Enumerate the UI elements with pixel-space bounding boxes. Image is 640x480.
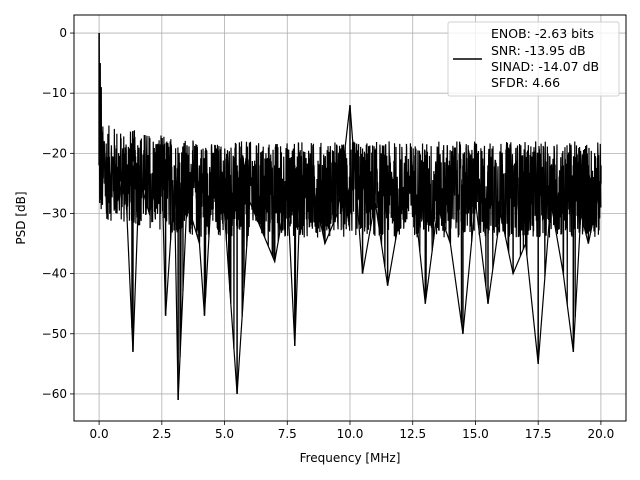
y-tick-label: −10 <box>42 86 67 100</box>
x-tick-label: 20.0 <box>588 427 615 441</box>
y-tick-label: −50 <box>42 327 67 341</box>
y-axis: 0 −10 −20 −30 −40 −50 −60 <box>42 26 74 401</box>
x-tick-label: 15.0 <box>462 427 489 441</box>
psd-series <box>98 33 602 400</box>
y-tick-label: 0 <box>59 26 67 40</box>
x-tick-label: 10.0 <box>337 427 364 441</box>
x-tick-label: 2.5 <box>152 427 171 441</box>
legend-box <box>447 21 620 97</box>
legend-line-enob: ENOB: -2.63 bits <box>491 26 594 41</box>
x-tick-label: 17.5 <box>525 427 552 441</box>
x-axis: 0.0 2.5 5.0 7.5 10.0 12.5 15.0 17.5 20.0 <box>90 421 615 441</box>
x-axis-label: Frequency [MHz] <box>300 451 401 465</box>
legend: ENOB: -2.63 bits SNR: -13.95 dB SINAD: -… <box>447 21 620 97</box>
x-tick-label: 0.0 <box>90 427 109 441</box>
y-tick-label: −60 <box>42 387 67 401</box>
x-tick-label: 12.5 <box>399 427 426 441</box>
y-tick-label: −40 <box>42 267 67 281</box>
legend-line-sfdr: SFDR: 4.66 <box>491 75 560 90</box>
x-tick-label: 5.0 <box>215 427 234 441</box>
x-tick-label: 7.5 <box>278 427 297 441</box>
y-axis-label: PSD [dB] <box>14 191 28 244</box>
legend-line-sinad: SINAD: -14.07 dB <box>491 59 599 74</box>
legend-line-snr: SNR: -13.95 dB <box>491 43 586 58</box>
y-tick-label: −20 <box>42 146 67 160</box>
y-tick-label: −30 <box>42 206 67 220</box>
psd-envelope <box>98 33 602 400</box>
